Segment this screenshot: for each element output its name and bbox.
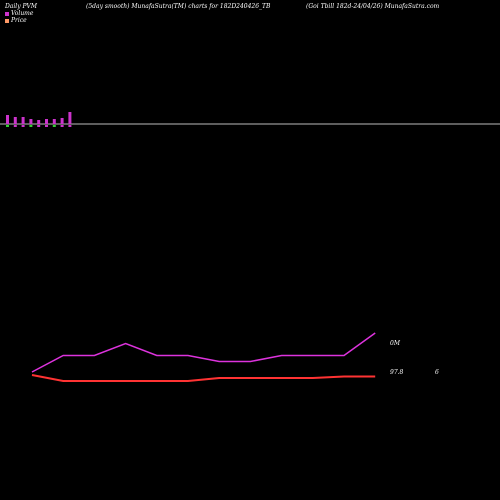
pvm-line	[31, 332, 376, 373]
volume-bar	[21, 117, 25, 124]
volume-bar	[29, 119, 33, 124]
volume-bar	[45, 119, 48, 124]
volume-bar	[13, 117, 17, 124]
volume-bar	[6, 115, 9, 124]
volume-bar	[68, 112, 72, 124]
legend-price-label: Price	[11, 17, 27, 24]
price-volume-lines	[31, 332, 376, 382]
legend-volume-swatch	[5, 11, 9, 16]
right-label-price: 97.8	[390, 369, 404, 376]
volume-bar	[60, 118, 64, 124]
price-line	[31, 374, 376, 382]
volume-bar	[52, 119, 56, 124]
volume-bars	[6, 112, 72, 127]
legend-volume: Volume	[5, 10, 33, 17]
chart-header-left: Daily PVM	[5, 3, 38, 10]
legend-price: Price	[5, 17, 27, 24]
volume-bar-lower	[13, 125, 17, 127]
right-label-extra: 6	[435, 369, 439, 376]
volume-bar-lower	[21, 125, 25, 127]
chart-header-title: (5day smooth) MunafaSutra(TM) charts for…	[86, 3, 271, 10]
volume-bar-lower	[52, 125, 56, 127]
volume-bar-lower	[37, 125, 41, 127]
volume-bar-lower	[68, 125, 72, 127]
volume-bar	[37, 120, 41, 124]
chart-header-source: (Goi Tbill 182d-24/04/26) MunafaSutra.co…	[306, 3, 440, 10]
right-label-volume: 0M	[390, 340, 401, 347]
volume-bar-lower	[29, 125, 33, 127]
legend-price-swatch	[5, 18, 9, 23]
volume-bar-lower	[6, 125, 9, 127]
volume-bar-lower	[45, 125, 48, 127]
volume-bar-lower	[60, 125, 64, 127]
legend-volume-label: Volume	[11, 10, 34, 17]
